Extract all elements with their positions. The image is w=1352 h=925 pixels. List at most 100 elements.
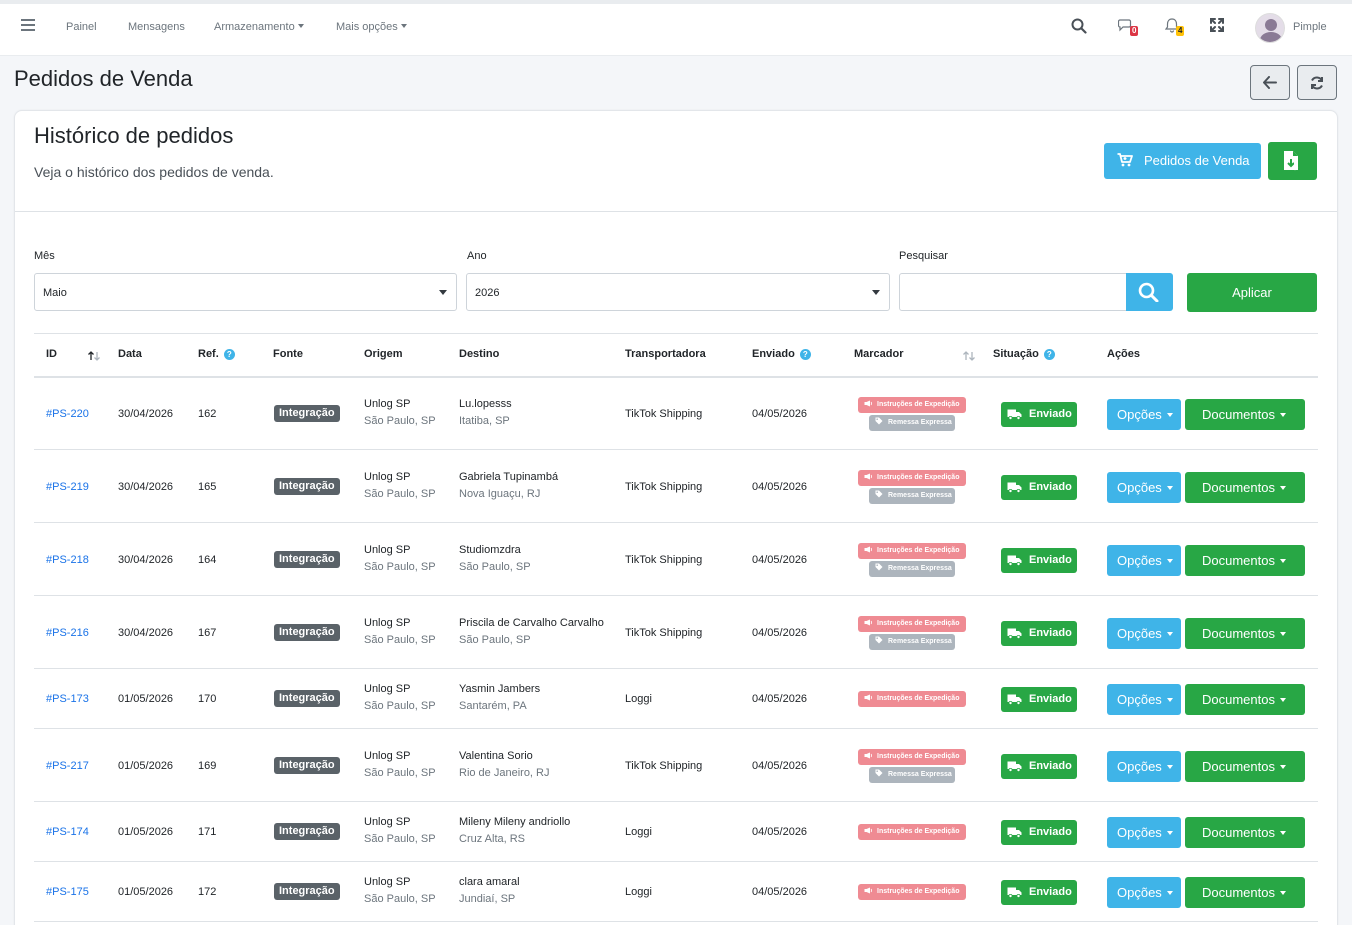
- sort-icon[interactable]: [963, 351, 975, 361]
- shipping-instructions-tag: Instruções de Expedição: [858, 691, 966, 707]
- shipping-instructions-label: Instruções de Expedição: [877, 828, 960, 835]
- origin-cell: Unlog SP São Paulo, SP: [364, 876, 436, 905]
- card-subtitle: Veja o histórico dos pedidos de venda.: [34, 164, 274, 180]
- documents-dropdown-button[interactable]: Documentos: [1185, 684, 1305, 715]
- search-input[interactable]: [899, 273, 1127, 311]
- shipping-instructions-label: Instruções de Expedição: [877, 753, 960, 760]
- documents-dropdown-button[interactable]: Documentos: [1185, 472, 1305, 503]
- chat-icon[interactable]: 0: [1117, 18, 1140, 38]
- status-badge: Enviado: [1001, 475, 1077, 500]
- question-icon[interactable]: ?: [799, 349, 811, 360]
- options-dropdown-button[interactable]: Opções: [1107, 751, 1181, 782]
- order-date: 01/05/2026: [118, 693, 174, 705]
- origin-name: Unlog SP: [364, 816, 411, 828]
- search-submit-button[interactable]: [1126, 273, 1173, 311]
- sent-date: 04/05/2026: [752, 554, 808, 566]
- megaphone-icon: [864, 887, 872, 894]
- options-dropdown-button[interactable]: Opções: [1107, 684, 1181, 715]
- caret-down-icon: [1279, 413, 1286, 417]
- search-icon[interactable]: [1071, 18, 1093, 38]
- nav-item-mais-opcoes-label: Mais opções: [336, 21, 398, 33]
- menu-icon[interactable]: [21, 19, 35, 31]
- options-label: Opções: [1117, 626, 1162, 641]
- question-icon[interactable]: ?: [223, 349, 235, 360]
- orders-history-card: Histórico de pedidos Veja o histórico do…: [14, 110, 1338, 925]
- shipping-instructions-label: Instruções de Expedição: [877, 547, 960, 554]
- options-dropdown-button[interactable]: Opções: [1107, 618, 1181, 649]
- documents-dropdown-button[interactable]: Documentos: [1185, 545, 1305, 576]
- carrier: TikTok Shipping: [625, 627, 703, 639]
- documents-dropdown-button[interactable]: Documentos: [1185, 817, 1305, 848]
- status-label: Enviado: [1029, 408, 1072, 420]
- origin-name: Unlog SP: [364, 471, 411, 483]
- col-header-ref[interactable]: Ref.?: [198, 348, 235, 360]
- order-ref: 169: [198, 760, 217, 772]
- documents-dropdown-button[interactable]: Documentos: [1185, 877, 1305, 908]
- question-icon[interactable]: ?: [1043, 349, 1055, 360]
- shipping-instructions-tag: Instruções de Expedição: [858, 543, 966, 559]
- back-button[interactable]: [1250, 65, 1290, 100]
- order-ref: 165: [198, 481, 217, 493]
- nav-item-mais-opcoes[interactable]: Mais opções: [336, 21, 407, 33]
- nav-item-mensagens[interactable]: Mensagens: [128, 21, 185, 33]
- options-dropdown-button[interactable]: Opções: [1107, 877, 1181, 908]
- options-dropdown-button[interactable]: Opções: [1107, 399, 1181, 430]
- options-dropdown-button[interactable]: Opções: [1107, 817, 1181, 848]
- caret-down-icon: [1166, 486, 1173, 490]
- bell-icon[interactable]: 4: [1164, 18, 1187, 38]
- source-badge: Integração: [274, 690, 340, 707]
- col-header-enviado[interactable]: Enviado?: [752, 348, 811, 360]
- export-button[interactable]: [1268, 142, 1317, 180]
- col-header-enviado-label: Enviado: [752, 348, 795, 360]
- origin-cell: Unlog SP São Paulo, SP: [364, 398, 436, 427]
- nav-item-armazenamento-label: Armazenamento: [214, 21, 295, 33]
- order-id-link[interactable]: #PS-216: [46, 627, 89, 639]
- sort-asc-icon[interactable]: [88, 351, 100, 361]
- col-header-transportadora[interactable]: Transportadora: [625, 348, 706, 360]
- source-badge: Integração: [274, 823, 340, 840]
- caret-down-icon: [1166, 632, 1173, 636]
- options-dropdown-button[interactable]: Opções: [1107, 545, 1181, 576]
- col-header-fonte[interactable]: Fonte: [273, 348, 303, 360]
- nav-item-painel[interactable]: Painel: [66, 21, 97, 33]
- documents-dropdown-button[interactable]: Documentos: [1185, 399, 1305, 430]
- documents-dropdown-button[interactable]: Documentos: [1185, 618, 1305, 649]
- expand-icon[interactable]: [1210, 18, 1232, 38]
- status-badge: Enviado: [1001, 754, 1077, 779]
- sent-date: 04/05/2026: [752, 481, 808, 493]
- order-id-link[interactable]: #PS-175: [46, 886, 89, 898]
- documents-dropdown-button[interactable]: Documentos: [1185, 751, 1305, 782]
- refresh-button[interactable]: [1297, 65, 1337, 100]
- month-select[interactable]: Maio: [34, 273, 457, 311]
- col-header-data[interactable]: Data: [118, 348, 142, 360]
- col-header-acoes: Ações: [1107, 348, 1141, 360]
- month-select-value: Maio: [43, 287, 67, 299]
- carrier: Loggi: [625, 826, 652, 838]
- origin-city: São Paulo, SP: [364, 833, 436, 845]
- truck-icon: [1007, 409, 1022, 420]
- order-id-link[interactable]: #PS-218: [46, 554, 89, 566]
- order-id-link[interactable]: #PS-220: [46, 408, 89, 420]
- col-header-id[interactable]: ID: [46, 348, 57, 360]
- order-id-link[interactable]: #PS-217: [46, 760, 89, 772]
- apply-button[interactable]: Aplicar: [1187, 273, 1317, 312]
- megaphone-icon: [864, 694, 872, 701]
- order-id-link[interactable]: #PS-219: [46, 481, 89, 493]
- destination-city: Jundiaí, SP: [459, 893, 516, 905]
- col-header-destino[interactable]: Destino: [459, 348, 500, 360]
- sales-orders-button[interactable]: Pedidos de Venda: [1104, 143, 1261, 179]
- origin-name: Unlog SP: [364, 750, 411, 762]
- year-select[interactable]: 2026: [466, 273, 890, 311]
- order-id-link[interactable]: #PS-174: [46, 826, 89, 838]
- col-header-situacao[interactable]: Situação?: [993, 348, 1055, 360]
- destination-cell: Yasmin Jambers Santarém, PA: [459, 683, 540, 712]
- order-id-link[interactable]: #PS-173: [46, 693, 89, 705]
- col-header-marcador[interactable]: Marcador: [854, 348, 904, 360]
- options-dropdown-button[interactable]: Opções: [1107, 472, 1181, 503]
- destination-city: Santarém, PA: [459, 700, 527, 712]
- shipping-instructions-tag: Instruções de Expedição: [858, 824, 966, 840]
- table-row: #PS-218 30/04/2026 164 Integração Unlog …: [34, 523, 1318, 596]
- destination-city: Itatiba, SP: [459, 415, 510, 427]
- nav-item-armazenamento[interactable]: Armazenamento: [214, 21, 304, 33]
- col-header-origem[interactable]: Origem: [364, 348, 403, 360]
